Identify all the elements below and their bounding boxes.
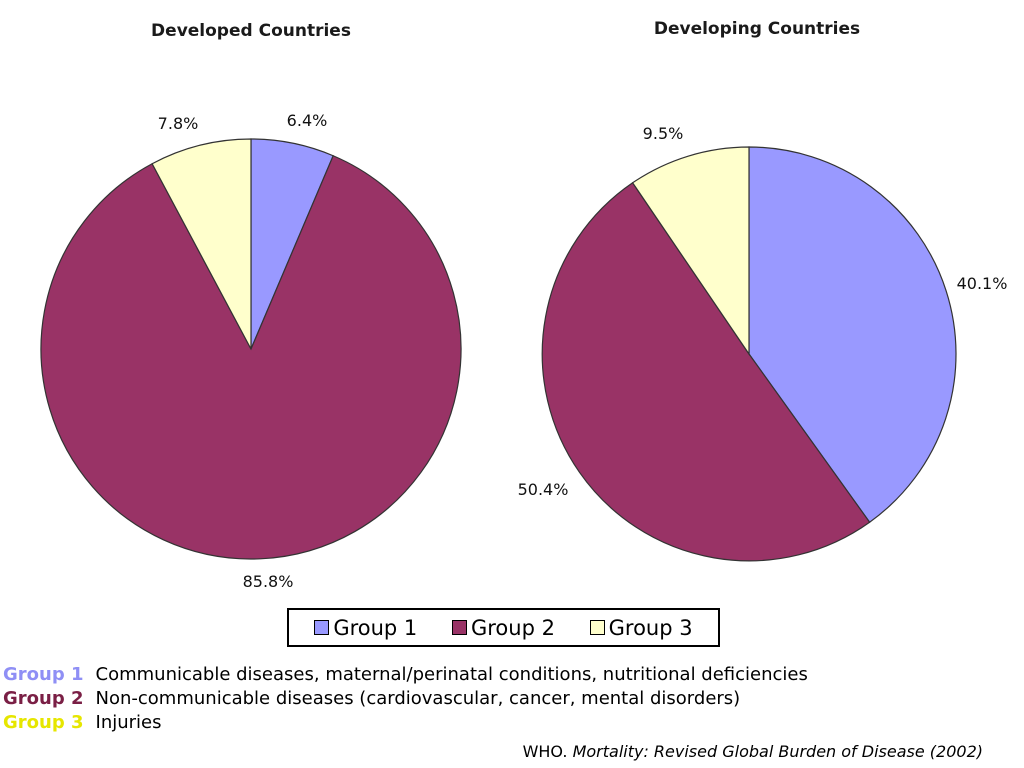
developing-group2-label: 50.4% [518, 480, 569, 499]
developing-slice-group1 [748, 146, 957, 524]
group-definitions: Group 1 Communicable diseases, maternal/p… [3, 663, 1003, 735]
definition-group3: Group 3 Injuries [3, 711, 1003, 735]
legend-entry-group1: Group 1 [314, 616, 417, 640]
legend-label-group2: Group 2 [470, 615, 555, 640]
developing-slice-group3 [631, 146, 750, 356]
developed-slices [40, 138, 462, 560]
developing-chart-title: Developing Countries [654, 19, 860, 39]
definition-key-group1: Group 1 [3, 664, 84, 685]
legend-label-group3: Group 3 [608, 615, 693, 640]
definition-text-group3: Injuries [95, 712, 162, 733]
developed-group3-label: 7.8% [158, 114, 199, 133]
developed-slice-group2 [40, 154, 462, 560]
legend-entry-group3: Group 3 [589, 615, 693, 640]
definition-key-group2: Group 2 [3, 688, 84, 709]
definition-key-group3: Group 3 [3, 712, 84, 733]
source-author: WHO. [522, 742, 568, 761]
definition-group1: Group 1 Communicable diseases, maternal/p… [3, 663, 1003, 687]
developing-slice-group2 [541, 181, 871, 562]
legend-swatch-group1 [314, 620, 330, 635]
legend-swatch-group3 [589, 620, 605, 635]
developing-slices [541, 146, 957, 562]
legend-label-group1: Group 1 [333, 615, 418, 640]
legend-swatch-group2 [451, 620, 467, 635]
legend-entry-group2: Group 2 [451, 615, 555, 640]
source-title: Mortality: Revised Global Burden of Dise… [572, 742, 983, 761]
definition-text-group1: Communicable diseases, maternal/perinata… [95, 664, 808, 685]
definition-group2: Group 2 Non-communicable diseases (cardio… [3, 687, 1003, 711]
developed-chart-title: Developed Countries [151, 21, 351, 41]
developed-countries-pie: Developed Countries 6.4% 85.8% 7.8% [40, 21, 462, 591]
chart-legend: Group 1 Group 2 Group 3 [287, 608, 720, 647]
developed-slice-group3 [151, 138, 252, 350]
definition-text-group2: Non-communicable diseases (cardiovascula… [95, 688, 741, 709]
developing-group3-label: 9.5% [643, 124, 684, 143]
developing-group1-label: 40.1% [957, 274, 1008, 293]
developing-countries-pie: Developing Countries 40.1% 50.4% 9.5% [518, 19, 1008, 562]
developed-group1-label: 6.4% [287, 111, 328, 130]
developed-group2-label: 85.8% [243, 572, 294, 591]
source-citation: WHO. Mortality: Revised Global Burden of… [523, 742, 983, 761]
pie-charts: Developed Countries 6.4% 85.8% 7.8% Deve… [40, 19, 1008, 591]
